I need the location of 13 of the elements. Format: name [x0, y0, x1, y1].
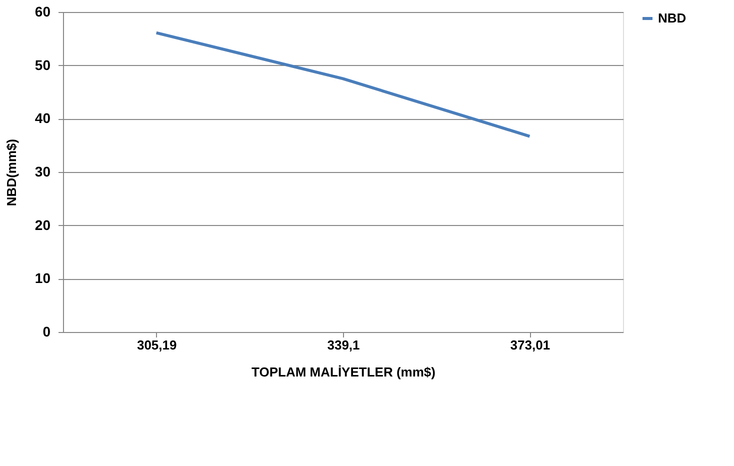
legend-label: NBD [658, 10, 686, 26]
x-tick-label: 305,19 [136, 338, 177, 352]
y-axis-title: NBD(mm$) [4, 138, 19, 206]
y-tick-label: 10 [34, 270, 51, 286]
y-tick-label: 20 [34, 216, 51, 233]
y-tick-label: 0 [42, 324, 51, 340]
x-tick-label: 373,01 [510, 338, 550, 352]
x-tick-label: 339,1 [327, 338, 360, 352]
y-tick-label: 60 [34, 4, 51, 20]
x-axis-title: TOPLAM MALİYETLER (mm$) [252, 364, 436, 380]
y-tick-label: 30 [34, 164, 51, 180]
y-tick-label: 50 [34, 56, 51, 73]
y-tick-label: 40 [34, 110, 51, 126]
